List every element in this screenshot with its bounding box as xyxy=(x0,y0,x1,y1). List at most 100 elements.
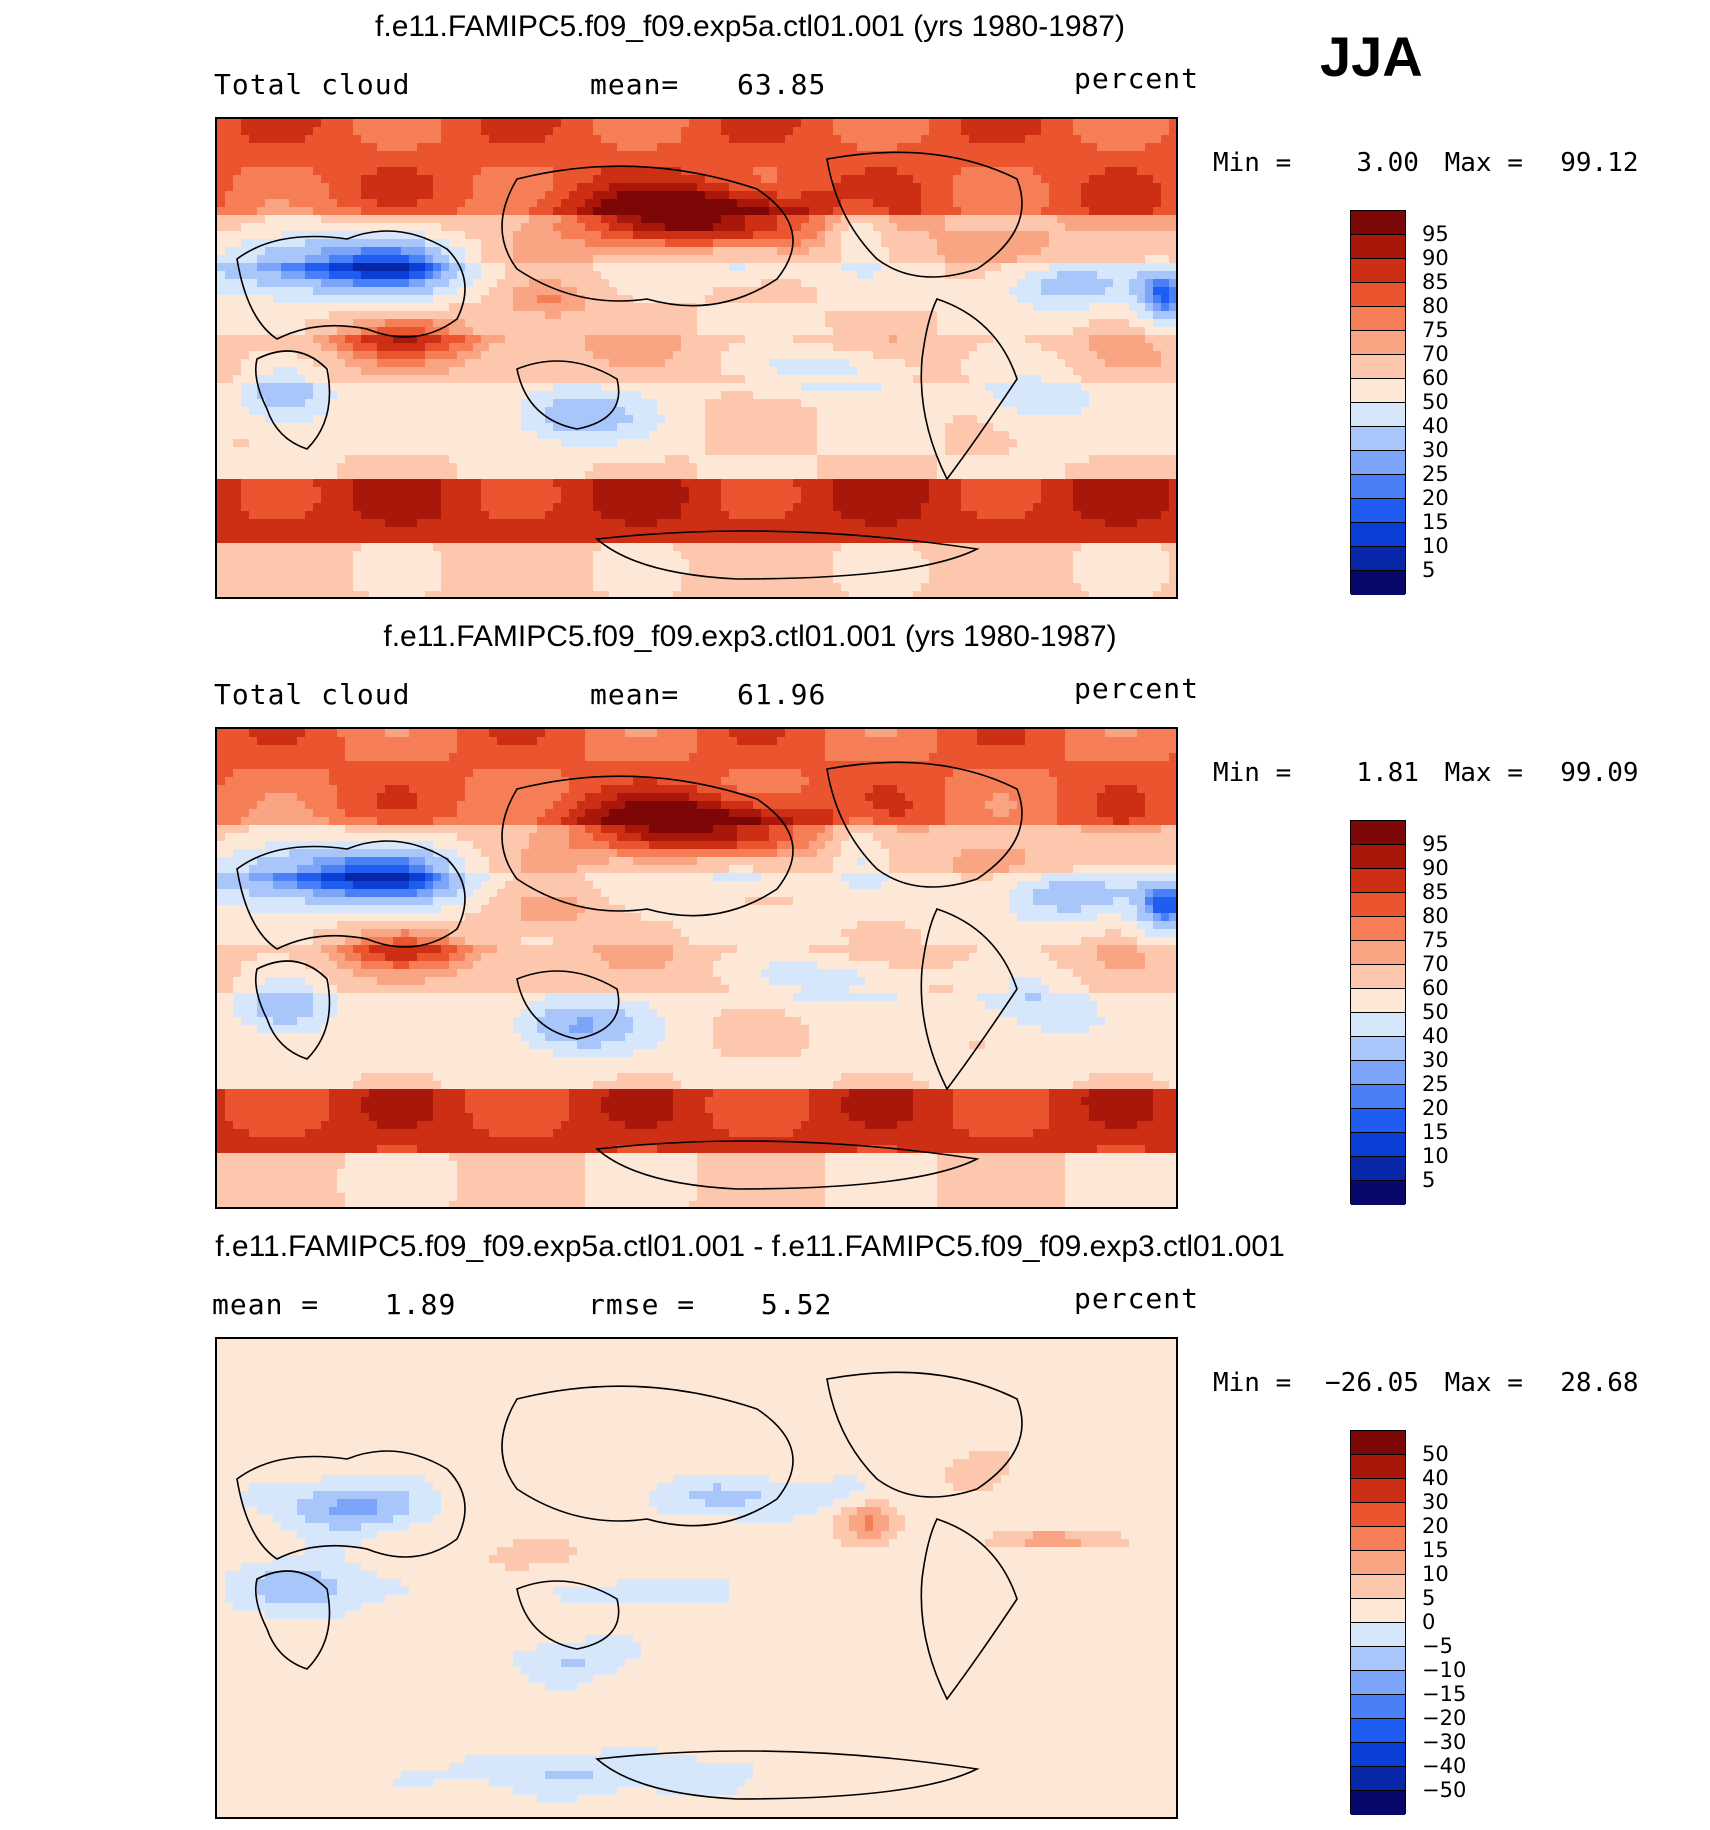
colorbar-swatch xyxy=(1351,403,1405,427)
max-value: 99.09 xyxy=(1539,758,1639,788)
max-value: 28.68 xyxy=(1539,1368,1639,1398)
colorbar-swatch xyxy=(1351,1743,1405,1767)
colorbar-tick-label: 85 xyxy=(1422,270,1449,294)
min-value: 3.00 xyxy=(1307,148,1419,178)
colorbar-swatch xyxy=(1351,1181,1405,1205)
colorbar-swatch xyxy=(1351,1085,1405,1109)
colorbar-swatches xyxy=(1350,1430,1406,1814)
colorbar-swatch xyxy=(1351,1479,1405,1503)
colorbar-swatch xyxy=(1351,1551,1405,1575)
colorbar-tick-label: −15 xyxy=(1422,1682,1466,1706)
units-label: percent xyxy=(1074,62,1199,95)
mean-label-text: mean = xyxy=(212,1288,319,1321)
colorbar-tick-label: 50 xyxy=(1422,1442,1449,1466)
min-max-readout: Min = 3.00 Max = 99.12 xyxy=(1213,148,1639,178)
colorbar-tick-label: 95 xyxy=(1422,832,1449,856)
colorbar-tick-label: −20 xyxy=(1422,1706,1466,1730)
colorbar-swatch xyxy=(1351,379,1405,403)
colorbar-tick-label: 5 xyxy=(1422,1168,1435,1192)
colorbar-tick-label: 50 xyxy=(1422,390,1449,414)
min-value: 1.81 xyxy=(1307,758,1419,788)
colorbar-tick-label: 40 xyxy=(1422,1024,1449,1048)
colorbar-swatch xyxy=(1351,1133,1405,1157)
colorbar-tick-label: 75 xyxy=(1422,928,1449,952)
min-label: Min = xyxy=(1213,1368,1291,1398)
panel-title: f.e11.FAMIPC5.f09_f09.exp5a.ctl01.001 (y… xyxy=(100,10,1400,44)
colorbar-swatch xyxy=(1351,1455,1405,1479)
rmse-label-text: rmse = xyxy=(588,1288,695,1321)
colorbar-swatches xyxy=(1350,820,1406,1204)
colorbar-swatch xyxy=(1351,331,1405,355)
colorbar-tick-label: 70 xyxy=(1422,342,1449,366)
colorbar-tick-label: 5 xyxy=(1422,558,1435,582)
colorbar-tick-label: 80 xyxy=(1422,904,1449,928)
panel-title: f.e11.FAMIPC5.f09_f09.exp3.ctl01.001 (yr… xyxy=(100,620,1400,654)
map-plot xyxy=(215,727,1178,1209)
colorbar-tick-label: 10 xyxy=(1422,1562,1449,1586)
colorbar-swatch xyxy=(1351,1431,1405,1455)
mean-label: mean = 1.89 xyxy=(212,1288,456,1321)
colorbar-swatch xyxy=(1351,1037,1405,1061)
colorbar-swatch xyxy=(1351,475,1405,499)
colorbar-swatch xyxy=(1351,1013,1405,1037)
units-label: percent xyxy=(1074,1282,1199,1315)
colorbar-tick-label: 0 xyxy=(1422,1610,1435,1634)
colorbar-swatch xyxy=(1351,821,1405,845)
colorbar-swatch xyxy=(1351,989,1405,1013)
colorbar-tick-label: 40 xyxy=(1422,414,1449,438)
colorbar-swatch xyxy=(1351,1791,1405,1815)
colorbar-swatch xyxy=(1351,259,1405,283)
variable-label: Total cloud xyxy=(214,68,410,101)
colorbar-swatch xyxy=(1351,1503,1405,1527)
mean-label-text: mean= xyxy=(590,68,679,101)
colorbar-swatch xyxy=(1351,845,1405,869)
max-label: Max = xyxy=(1445,148,1523,178)
colorbar-swatches xyxy=(1350,210,1406,594)
min-label: Min = xyxy=(1213,148,1291,178)
colorbar-swatch xyxy=(1351,941,1405,965)
map-plot xyxy=(215,1337,1178,1819)
colorbar-tick-label: 70 xyxy=(1422,952,1449,976)
colorbar-swatch xyxy=(1351,965,1405,989)
panel-exp5a: f.e11.FAMIPC5.f09_f09.exp5a.ctl01.001 (y… xyxy=(0,0,1710,610)
colorbar-tick-label: 30 xyxy=(1422,1490,1449,1514)
map-field xyxy=(217,1339,1176,1817)
colorbar-swatch xyxy=(1351,355,1405,379)
colorbar-tick-label: 15 xyxy=(1422,1120,1449,1144)
colorbar-swatch xyxy=(1351,1695,1405,1719)
colorbar-tick-label: −5 xyxy=(1422,1634,1453,1658)
mean-label: mean= 61.96 xyxy=(590,678,826,711)
colorbar-tick-label: −50 xyxy=(1422,1778,1466,1802)
colorbar-tick-label: −30 xyxy=(1422,1730,1466,1754)
colorbar-tick-label: 60 xyxy=(1422,366,1449,390)
variable-label: Total cloud xyxy=(214,678,410,711)
max-label: Max = xyxy=(1445,1368,1523,1398)
panel-difference: f.e11.FAMIPC5.f09_f09.exp5a.ctl01.001 - … xyxy=(0,1220,1710,1830)
colorbar-swatch xyxy=(1351,1623,1405,1647)
colorbar-tick-label: 95 xyxy=(1422,222,1449,246)
colorbar-swatch xyxy=(1351,893,1405,917)
rmse-label: rmse = 5.52 xyxy=(588,1288,832,1321)
colorbar-tick-label: 10 xyxy=(1422,534,1449,558)
colorbar-tick-label: 75 xyxy=(1422,318,1449,342)
colorbar-swatch xyxy=(1351,571,1405,595)
max-label: Max = xyxy=(1445,758,1523,788)
colorbar-tick-label: 60 xyxy=(1422,976,1449,1000)
mean-value: 1.89 xyxy=(385,1288,456,1321)
colorbar-tick-label: 85 xyxy=(1422,880,1449,904)
colorbar-swatch xyxy=(1351,451,1405,475)
colorbar-tick-label: 20 xyxy=(1422,1096,1449,1120)
colorbar-swatch xyxy=(1351,1575,1405,1599)
colorbar-swatch xyxy=(1351,1157,1405,1181)
colorbar-swatch xyxy=(1351,1109,1405,1133)
panel-exp3: f.e11.FAMIPC5.f09_f09.exp3.ctl01.001 (yr… xyxy=(0,610,1710,1220)
colorbar-tick-label: −40 xyxy=(1422,1754,1466,1778)
colorbar-tick-label: 30 xyxy=(1422,1048,1449,1072)
panel-title: f.e11.FAMIPC5.f09_f09.exp5a.ctl01.001 - … xyxy=(100,1230,1400,1264)
colorbar-swatch xyxy=(1351,283,1405,307)
colorbar-tick-label: 20 xyxy=(1422,486,1449,510)
colorbar-swatch xyxy=(1351,235,1405,259)
colorbar-tick-label: 10 xyxy=(1422,1144,1449,1168)
colorbar-tick-label: 50 xyxy=(1422,1000,1449,1024)
min-value: −26.05 xyxy=(1307,1368,1419,1398)
